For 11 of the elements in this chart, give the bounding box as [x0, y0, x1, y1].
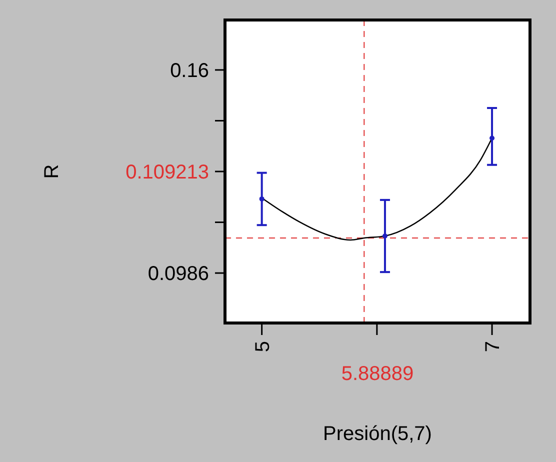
- ref-line-label: 5.88889: [341, 363, 414, 385]
- y-tick-label: 0.16: [170, 60, 209, 82]
- ref-line-label: 0.109213: [126, 162, 209, 184]
- x-tick-label: 7: [482, 341, 504, 352]
- y-tick-label: 0.0986: [148, 263, 209, 286]
- point: [490, 136, 495, 141]
- x-axis-title: Presión(5,7): [323, 423, 432, 445]
- point: [382, 234, 388, 239]
- x-tick-label: 5: [252, 341, 274, 352]
- point: [259, 196, 264, 202]
- y-axis-title: R: [41, 164, 63, 179]
